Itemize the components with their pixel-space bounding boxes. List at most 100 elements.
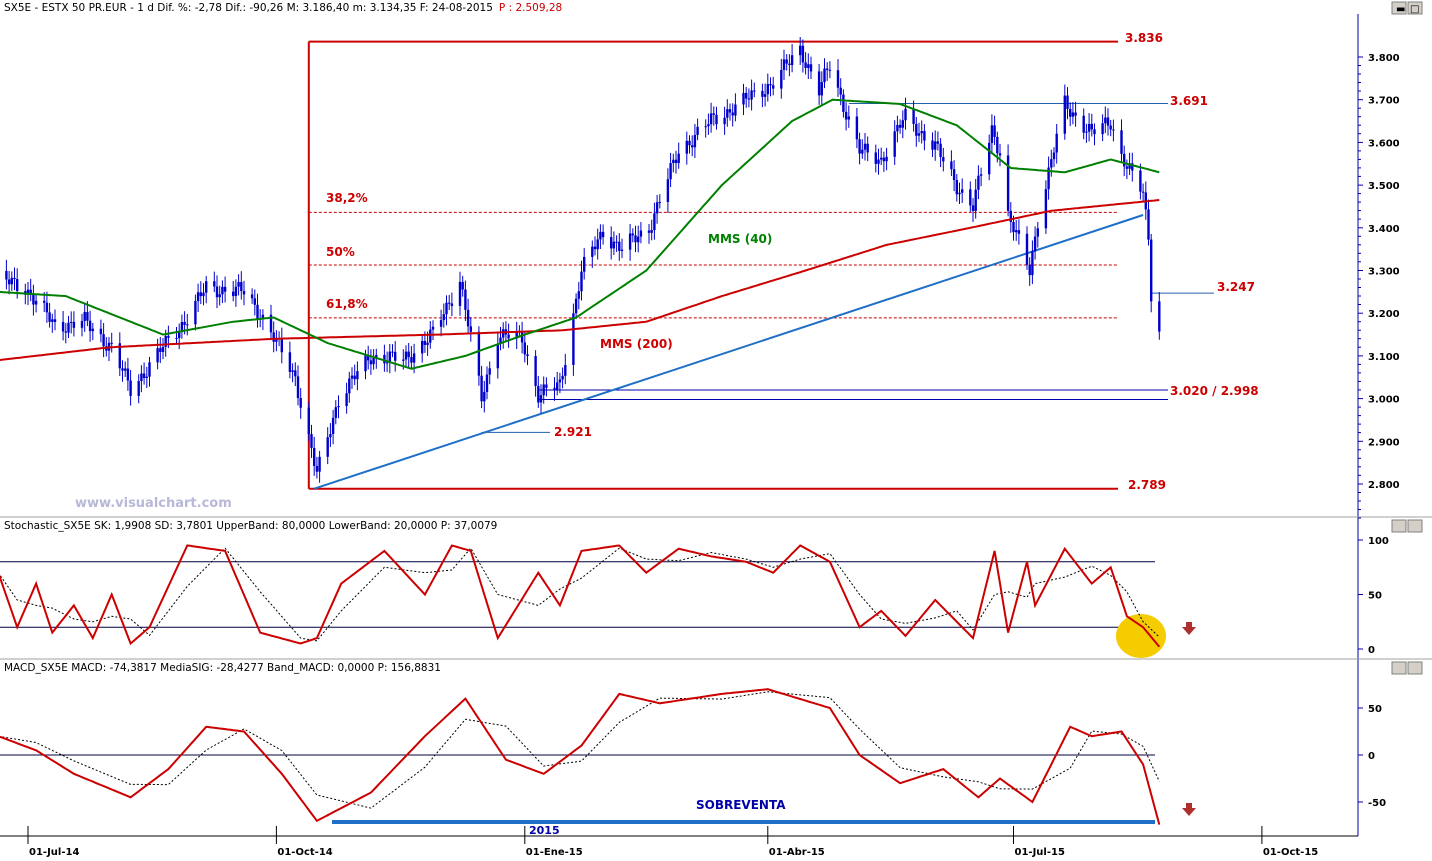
candle-body [445, 302, 448, 315]
support-3020-2998-label: 3.020 / 2.998 [1170, 384, 1259, 398]
candle-body [80, 320, 84, 328]
maximize-button[interactable] [1407, 1, 1423, 15]
candle-body [70, 321, 73, 323]
candle-body [275, 338, 278, 342]
candle-body [45, 302, 49, 313]
candle-body [1139, 170, 1142, 192]
candle-body [164, 335, 167, 347]
candle-body [520, 330, 524, 343]
candle-body [618, 241, 621, 251]
candle-body [855, 116, 859, 140]
candle-body [577, 291, 580, 299]
candle-body [1025, 233, 1029, 265]
candle-body [939, 143, 942, 158]
candle-body [615, 241, 618, 243]
candle-body [1006, 155, 1010, 211]
candle-body [99, 328, 103, 335]
candle-body [137, 381, 140, 396]
candle-body [91, 328, 94, 332]
candle-body [140, 373, 143, 382]
candle-body [410, 357, 413, 363]
candle-body [350, 375, 354, 379]
candle-body [88, 320, 92, 332]
candle-body [375, 354, 378, 358]
candle-body [842, 94, 845, 112]
maximize-button[interactable] [1407, 661, 1423, 675]
candle-body [240, 282, 243, 292]
candle-body [421, 340, 424, 354]
candle-body [48, 312, 51, 322]
candle-body [817, 71, 821, 96]
candle-body [1047, 167, 1050, 190]
candle-body [477, 331, 481, 376]
candle-body [223, 286, 227, 292]
candle-body [655, 202, 659, 214]
candle-body [809, 64, 813, 72]
candle-body [839, 87, 842, 95]
candle-body [461, 281, 464, 290]
sobreventa-label: SOBREVENTA [696, 798, 786, 812]
candle-body [769, 84, 772, 86]
candle-body [1036, 228, 1039, 237]
candle-body [1090, 123, 1093, 130]
minimize-button[interactable] [1391, 519, 1407, 533]
candle-body [10, 277, 13, 285]
candle-body [561, 375, 564, 380]
macd-line [0, 688, 1161, 825]
candle-body [51, 319, 54, 322]
minimize-button[interactable] [1391, 661, 1407, 675]
candle-body [971, 205, 975, 211]
candle-body [523, 342, 526, 355]
candle-body [874, 152, 877, 164]
candle-body [213, 281, 216, 287]
axes-layer: 3.800 3.700 3.600 3.500 3.400 3.300 3.200 3.100… [27, 53, 1400, 858]
candle-body [426, 342, 429, 345]
candle-body [526, 354, 529, 357]
candle-body [1017, 230, 1021, 234]
candle-body [32, 294, 35, 305]
candle-body [83, 312, 86, 321]
candle-body [936, 141, 940, 144]
candle-body [782, 59, 786, 70]
candle-body [653, 213, 656, 231]
candle-body [620, 249, 624, 251]
candle-body [142, 373, 146, 378]
maximize-button[interactable] [1407, 519, 1423, 533]
stoch-layer [0, 544, 1166, 658]
candle-body [205, 281, 208, 293]
candle-body [372, 357, 375, 365]
candle-body [1150, 239, 1153, 302]
candle-body [121, 368, 124, 371]
candle-body [1101, 123, 1104, 135]
minimize-button[interactable] [1391, 1, 1407, 15]
year-marker: 2015 [529, 824, 560, 837]
candle-body [161, 346, 165, 352]
candle-body [628, 233, 632, 250]
minimize-icon: ▬ [1396, 4, 1405, 15]
candle-body [483, 391, 486, 402]
macd-window-controls [1391, 661, 1423, 675]
candle-body [232, 291, 235, 297]
candle-body [920, 131, 923, 134]
candle-body [610, 237, 613, 249]
candle-body [156, 348, 159, 363]
candle-body [934, 141, 937, 150]
x-tick-label: 01-Jul-14 [29, 847, 79, 857]
watermark: www.visualchart.com [75, 496, 232, 511]
candle-body [199, 292, 202, 297]
y-tick-label: 3.700 [1368, 96, 1400, 107]
candle-body [307, 407, 310, 435]
candle-body [485, 374, 489, 392]
candle-body [129, 380, 132, 396]
candle-body [998, 153, 1002, 156]
candle-body [464, 289, 467, 310]
candle-body [34, 300, 38, 305]
y-tick-label: 3.300 [1368, 267, 1400, 278]
x-tick-label: 01-Abr-15 [769, 847, 825, 857]
candle-body [326, 437, 329, 457]
candle-body [1104, 117, 1107, 124]
candle-body [1112, 129, 1115, 131]
stoch-window-controls [1391, 519, 1423, 533]
level-2789-label: 2.789 [1128, 478, 1166, 492]
candle-body [348, 378, 351, 394]
